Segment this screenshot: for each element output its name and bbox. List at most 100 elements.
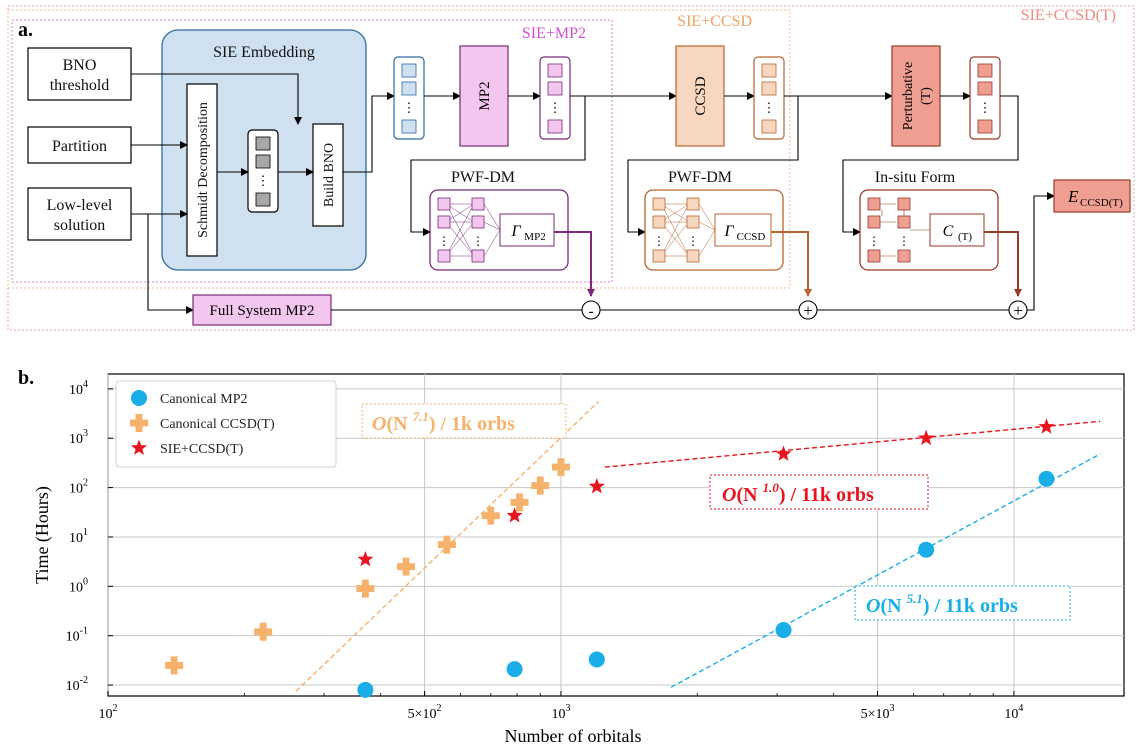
point-circle-3 [775,622,792,639]
point-plus-6 [510,493,529,512]
low-level-solution-box [27,187,132,241]
fit-line-1 [604,420,1101,468]
partition-box [27,126,132,164]
svg-text:⋮: ⋮ [653,234,665,248]
build-bno-box [312,123,344,227]
annotation-ccsdt: O(N 7.1) / 1k orbs [361,403,567,439]
svg-text:⋮: ⋮ [438,234,450,248]
panel-b: b. 102 5×102 103 5×103 10410-210-11001011021… [18,367,1125,746]
e-ccsdt-sub: CCSD(T) [1080,197,1123,209]
panel-b-label: b. [18,367,34,389]
bno-threshold-line2: threshold [50,77,110,94]
point-star-1 [506,507,523,523]
c-t-box [929,213,985,247]
legend: Canonical MP2 Canonical CCSD(T) SIE+CCSD(T… [115,380,337,468]
svg-text:⋮: ⋮ [763,100,776,115]
bno-orbital-stack [393,56,425,140]
y-tick-label: 10-2 [66,675,88,694]
point-circle-2 [588,651,605,668]
ccsd-orbital-stack [753,56,785,140]
point-plus-2 [356,579,375,598]
ccsd-label: CCSD [693,76,709,115]
point-star-2 [588,478,605,494]
point-plus-8 [551,458,570,477]
svg-text:⋮: ⋮ [687,234,699,248]
point-circle-1 [506,661,523,678]
pwf-dm-2-title: PWF-DM [668,169,732,186]
mp2-block [459,45,509,147]
x-tick-label: 102 [99,703,118,722]
point-plus-3 [397,557,416,576]
legend-label-1: Canonical CCSD(T) [160,417,275,432]
gamma-mp2-symbol: Γ [510,223,521,240]
region-label-sie-ccsd: SIE+CCSD [677,13,752,30]
y-tick-label: 101 [69,527,88,546]
region-sie-mp2 [11,19,613,283]
legend-label-0: Canonical MP2 [160,392,248,407]
y-tick-label: 100 [69,576,88,595]
x-tick-label: 5×102 [408,703,442,722]
perturbative-line1: Perturbative [901,62,916,130]
minus-symbol: - [588,303,593,320]
svg-text:O(N 1.0) / 11k orbs: O(N 1.0) / 11k orbs [722,480,874,506]
svg-text:⋮: ⋮ [868,234,880,248]
point-star-3 [775,445,792,461]
gamma-ccsd-sub: CCSD [737,231,766,243]
svg-text:O(N 7.1) / 1k orbs: O(N 7.1) / 1k orbs [372,409,515,435]
sie-embedding-title: SIE Embedding [213,44,315,61]
y-tick-label: 10-1 [66,626,88,645]
bno-threshold-line1: BNO [63,57,97,74]
svg-text:⋮: ⋮ [979,100,992,115]
mp2-orbital-stack [539,56,571,140]
x-tick-label: 5×103 [861,703,895,722]
region-label-sie-mp2: SIE+MP2 [522,25,586,42]
gamma-mp2-sub: MP2 [524,231,545,243]
point-plus-5 [481,506,500,525]
t-orbital-stack [969,56,1001,140]
region-label-sie-ccsdt: SIE+CCSD(T) [1021,7,1116,24]
annotation-sie: O(N 1.0) / 11k orbs [709,474,929,510]
gamma-ccsd-box [714,213,772,247]
legend-marker-2 [130,439,148,455]
gamma-ccsd-symbol: Γ [723,223,734,240]
x-tick-label: 104 [1004,703,1023,722]
point-plus-7 [531,476,550,495]
e-ccsdt-symbol: E [1067,187,1079,206]
point-star-5 [1038,418,1055,434]
legend-box [115,380,337,468]
mp2-label: MP2 [477,81,493,110]
partition-label: Partition [52,138,107,155]
legend-label-2: SIE+CCSD(T) [160,442,244,457]
x-tick-label: 103 [551,703,570,722]
fit-lines [295,401,1101,692]
svg-text:⋮: ⋮ [403,100,416,115]
e-ccsdt-output [1053,179,1131,213]
c-t-symbol: C [943,223,954,240]
low-level-line1: Low-level [47,197,113,214]
perturbative-t-block [891,45,941,147]
data-points [165,418,1055,698]
c-t-sub: (T) [958,231,972,243]
svg-text:⋮: ⋮ [257,173,270,188]
annotation-mp2: O(N 5.1) / 11k orbs [854,585,1071,621]
x-axis-title: Number of orbitals [505,726,642,746]
legend-marker-0 [131,390,147,406]
panel-a-label: a. [18,19,33,41]
y-tick-label: 103 [69,428,88,447]
schmidt-decomposition-label: Schmidt Decomposition [196,102,211,238]
schmidt-decomposition-box [186,83,218,257]
point-circle-4 [918,541,935,558]
full-system-mp2-label: Full System MP2 [209,303,314,319]
panel-a: a. SIE+MP2 SIE+CCSD SIE+CCSD(T) BNO thre… [7,5,1135,331]
y-axis-title: Time (Hours) [32,486,53,584]
point-star-0 [357,550,374,567]
y-tick-label: 104 [69,379,88,398]
pwf-dm-1-title: PWF-DM [451,169,515,186]
insitu-form-title: In-situ Form [875,169,956,186]
tick-labels: 102 5×102 103 5×103 104 10-2 10-1 100 101 102 103 1… [66,379,1024,722]
legend-marker-1 [130,414,148,432]
plus-symbol-2: + [1013,301,1023,320]
svg-text:⋮: ⋮ [549,100,562,115]
point-plus-0 [165,656,184,675]
